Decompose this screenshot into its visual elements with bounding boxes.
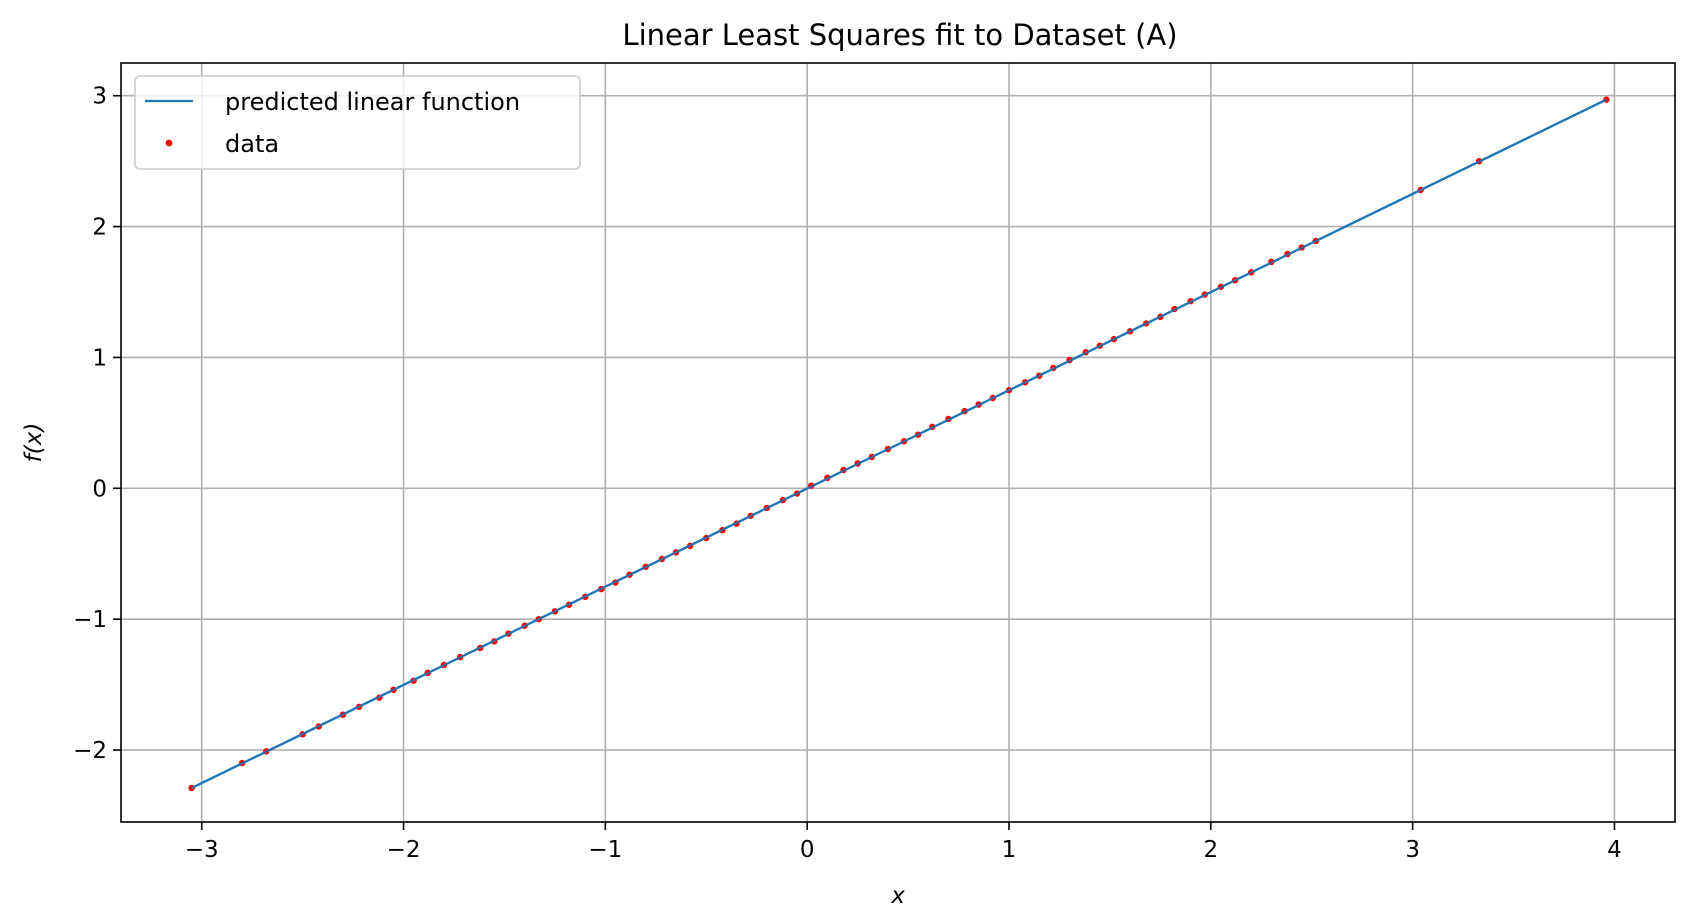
- x-tick-label: −3: [185, 837, 219, 863]
- fit-line-overlay: [191, 98, 1607, 789]
- x-tick-label: −1: [588, 837, 622, 863]
- axis-ticks: −3 −2 −1 0 1 2 3 4 −2 −1 0 1 2 3: [73, 84, 1622, 863]
- plot-frame: [120, 62, 1676, 823]
- chart-title: Linear Least Squares fit to Dataset (A): [622, 18, 1177, 52]
- y-tick-label: −1: [73, 607, 107, 633]
- x-tick-label: 1: [1002, 837, 1017, 863]
- plot-area: [188, 96, 1610, 792]
- legend-label: data: [225, 130, 279, 158]
- legend-box: [134, 75, 581, 170]
- y-tick-label: 2: [92, 215, 107, 241]
- x-tick-label: 4: [1607, 837, 1622, 863]
- x-axis-label: x: [890, 883, 905, 909]
- y-tick-label: 3: [92, 84, 107, 110]
- y-tick-label: 1: [92, 345, 107, 371]
- legend-marker-swatch: [165, 139, 173, 147]
- legend: predicted linear function data: [134, 75, 581, 170]
- x-tick-label: 3: [1405, 837, 1420, 863]
- y-tick-label: −2: [73, 738, 107, 764]
- x-tick-label: 0: [800, 837, 815, 863]
- x-tick-label: 2: [1203, 837, 1218, 863]
- y-tick-label: 0: [92, 476, 107, 502]
- grid: [121, 63, 1675, 822]
- legend-label: predicted linear function: [225, 88, 520, 116]
- x-tick-label: −2: [387, 837, 421, 863]
- y-axis-label: f(x): [21, 423, 47, 463]
